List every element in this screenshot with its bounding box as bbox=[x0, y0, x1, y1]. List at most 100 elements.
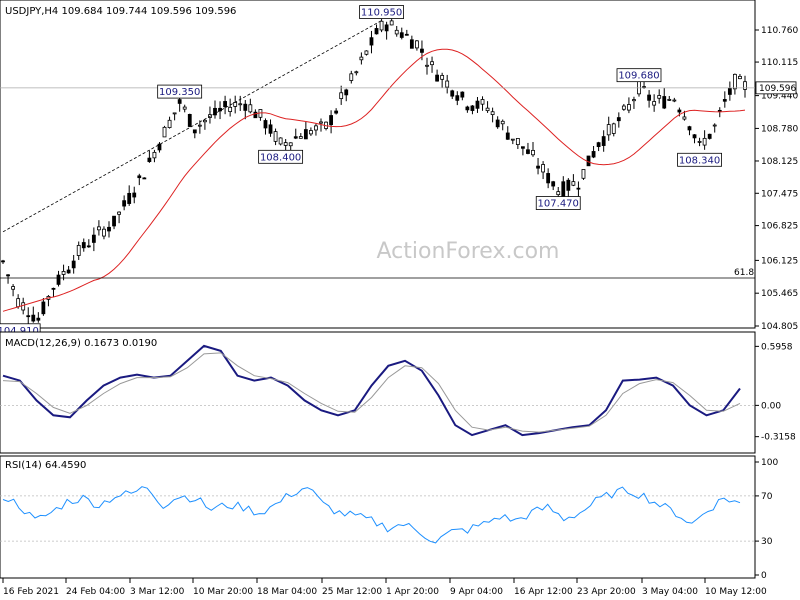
candle-body bbox=[480, 99, 485, 105]
candle-body bbox=[420, 48, 424, 53]
candle-body bbox=[26, 315, 31, 318]
price-tick-label: 109.440 bbox=[761, 92, 798, 102]
price-label-text: 104.910 bbox=[0, 326, 39, 337]
price-label-box bbox=[535, 196, 581, 210]
candle-body bbox=[228, 106, 233, 112]
trend-line bbox=[2, 20, 382, 233]
candle-body bbox=[61, 271, 66, 275]
candle-body bbox=[697, 140, 702, 143]
candle-body bbox=[435, 74, 439, 82]
candle-body bbox=[727, 87, 732, 95]
candle-body bbox=[702, 137, 707, 146]
candle-body bbox=[283, 142, 288, 146]
candle-body bbox=[677, 109, 682, 113]
candle-body bbox=[505, 132, 510, 140]
candle-body bbox=[430, 61, 434, 66]
candle-body bbox=[546, 173, 551, 184]
last-price-label: 109.596 bbox=[759, 84, 796, 94]
price-panel-frame bbox=[0, 0, 756, 329]
candle-body bbox=[152, 151, 157, 159]
price-tick-label: 108.780 bbox=[761, 124, 798, 134]
candle-body bbox=[56, 274, 61, 285]
price-label-107-470: 107.470 bbox=[535, 196, 581, 210]
candle-body bbox=[122, 200, 127, 207]
candle-body bbox=[192, 129, 197, 134]
candle-body bbox=[717, 109, 722, 112]
macd-tick-label: -0.3158 bbox=[761, 433, 796, 443]
candle-body bbox=[743, 81, 747, 90]
candle-body bbox=[117, 211, 121, 215]
candle-body bbox=[662, 96, 667, 109]
candle-body bbox=[127, 192, 132, 204]
price-label-box bbox=[359, 5, 404, 19]
time-tick-label: 18 Mar 04:00 bbox=[257, 587, 317, 597]
macd-panel-frame bbox=[0, 331, 756, 454]
candle-body bbox=[182, 106, 187, 110]
price-chart-title: USDJPY,H4 109.684 109.744 109.596 109.59… bbox=[5, 6, 236, 17]
candle-body bbox=[460, 91, 465, 98]
rsi-panel: RSI(14) 64.4590 bbox=[0, 455, 756, 579]
candle-body bbox=[66, 269, 71, 274]
candle-body bbox=[91, 234, 96, 243]
price-tick-label: 107.475 bbox=[761, 189, 798, 199]
candle-body bbox=[203, 119, 207, 123]
candle-body bbox=[591, 151, 596, 158]
candle-body bbox=[107, 226, 111, 232]
time-tick-label: 9 Apr 04:00 bbox=[450, 587, 503, 597]
candle-body bbox=[273, 131, 278, 142]
time-tick-label: 24 Feb 04:00 bbox=[66, 587, 125, 597]
candle-body bbox=[455, 95, 460, 101]
rsi-panel-frame bbox=[0, 455, 756, 579]
candle-body bbox=[738, 75, 742, 80]
candle-body bbox=[409, 39, 414, 49]
candle-body bbox=[319, 121, 323, 124]
candle-body bbox=[445, 80, 450, 88]
candle-body bbox=[450, 90, 455, 97]
candle-body bbox=[314, 125, 318, 131]
candle-body bbox=[288, 142, 293, 147]
candle-body bbox=[596, 142, 601, 148]
rsi-series-line bbox=[2, 486, 741, 544]
price-label-text: 109.680 bbox=[618, 71, 659, 82]
candle-body bbox=[21, 302, 26, 311]
candle-body bbox=[81, 242, 86, 249]
candle-body bbox=[278, 137, 283, 145]
candle-body bbox=[86, 245, 91, 248]
candle-body bbox=[177, 99, 182, 104]
candle-body bbox=[682, 116, 687, 120]
candle-body bbox=[11, 286, 15, 290]
price-label-box bbox=[677, 152, 722, 167]
candle-body bbox=[1, 260, 5, 263]
candle-body bbox=[41, 301, 46, 315]
candle-body bbox=[722, 99, 727, 102]
candle-body bbox=[667, 98, 672, 101]
time-tick-label: 23 Apr 20:00 bbox=[577, 587, 636, 597]
candle-body bbox=[293, 136, 298, 139]
price-tick-label: 108.125 bbox=[761, 157, 798, 167]
candle-body bbox=[611, 123, 616, 134]
candle-body bbox=[167, 119, 172, 128]
rsi-tick-label: 0 bbox=[761, 571, 767, 581]
candle-body bbox=[581, 169, 586, 179]
rsi-tick-label: 30 bbox=[761, 537, 773, 547]
price-label-box bbox=[157, 84, 203, 99]
candle-body bbox=[490, 111, 495, 116]
price-label-109-350: 109.350 bbox=[157, 84, 203, 99]
price-label-110-950: 110.950 bbox=[359, 5, 404, 19]
price-axis: 110.760 110.115 109.440 108.780 108.125 107.4… bbox=[755, 26, 798, 581]
candle-body bbox=[561, 181, 566, 197]
candle-body bbox=[652, 101, 657, 106]
candle-body bbox=[475, 100, 480, 109]
candle-body bbox=[147, 157, 152, 162]
candle-body bbox=[112, 215, 116, 227]
price-label-108-400: 108.400 bbox=[258, 149, 304, 164]
candle-body bbox=[31, 314, 36, 322]
moving-average-line bbox=[2, 48, 746, 312]
time-tick-label: 3 May 04:00 bbox=[642, 587, 698, 597]
candle-body bbox=[632, 99, 636, 102]
candle-body bbox=[243, 103, 248, 111]
price-label-text: 107.470 bbox=[538, 199, 579, 210]
candle-body bbox=[329, 115, 333, 126]
macd-title: MACD(12,26,9) 0.1673 0.0190 bbox=[5, 338, 157, 349]
candle-body bbox=[404, 33, 409, 36]
